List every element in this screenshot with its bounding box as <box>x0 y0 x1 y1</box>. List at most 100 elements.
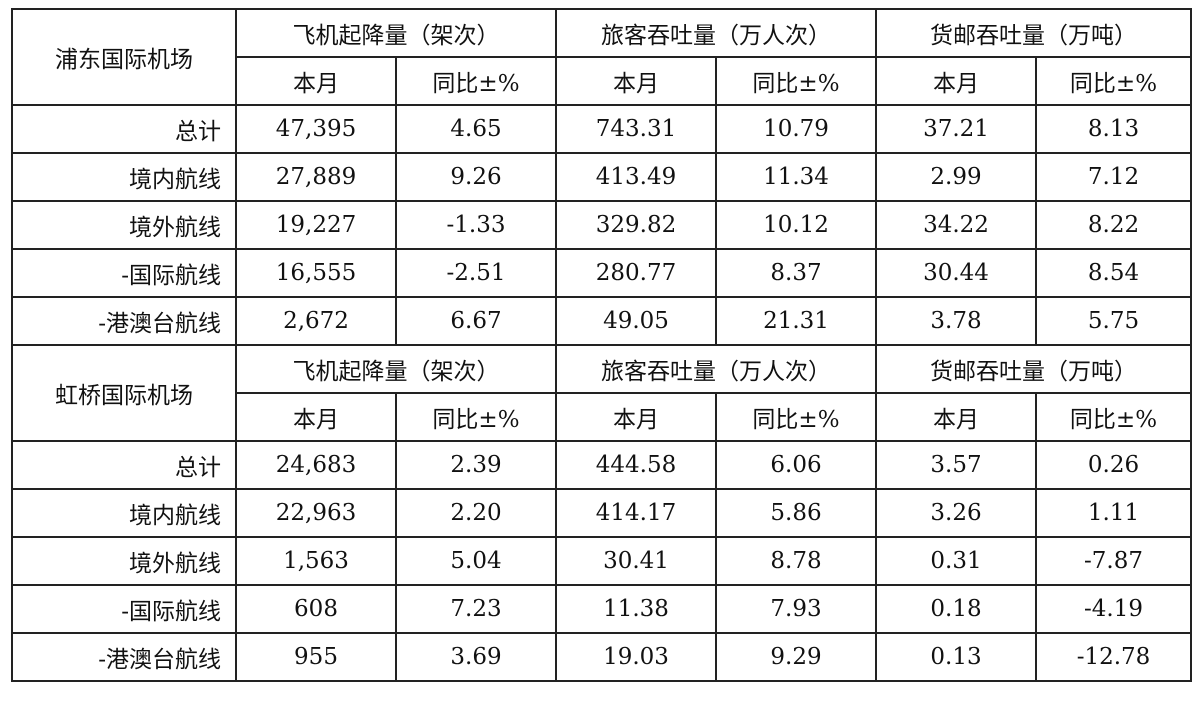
table-cell: 0.26 <box>1035 440 1192 490</box>
row-label: 境外航线 <box>11 536 237 586</box>
group-header: 旅客吞吐量（万人次） <box>555 344 877 394</box>
table-row: -港澳台航线 2,672 6.67 49.05 21.31 3.78 5.75 <box>11 296 1192 346</box>
table-cell: 37.21 <box>875 104 1037 154</box>
row-label: 境内航线 <box>11 152 237 202</box>
table-cell: -1.33 <box>395 200 557 250</box>
table-cell: 19.03 <box>555 632 717 682</box>
airport-name: 浦东国际机场 <box>11 8 237 106</box>
table-cell: 413.49 <box>555 152 717 202</box>
row-label: 总计 <box>11 104 237 154</box>
table-cell: 7.12 <box>1035 152 1192 202</box>
table-cell: 22,963 <box>235 488 397 538</box>
table-cell: 8.13 <box>1035 104 1192 154</box>
group-header: 货邮吞吐量（万吨） <box>875 8 1192 58</box>
table-cell: 7.93 <box>715 584 877 634</box>
table-cell: 1,563 <box>235 536 397 586</box>
group-header: 货邮吞吐量（万吨） <box>875 344 1192 394</box>
table-cell: 743.31 <box>555 104 717 154</box>
row-label: 总计 <box>11 440 237 490</box>
table-cell: 2.20 <box>395 488 557 538</box>
row-label: -港澳台航线 <box>11 296 237 346</box>
table-cell: -2.51 <box>395 248 557 298</box>
table-cell: 3.69 <box>395 632 557 682</box>
sub-header: 同比±% <box>1035 392 1192 442</box>
row-label: -国际航线 <box>11 248 237 298</box>
table-cell: 2.39 <box>395 440 557 490</box>
group-header: 旅客吞吐量（万人次） <box>555 8 877 58</box>
table-row: 总计 24,683 2.39 444.58 6.06 3.57 0.26 <box>11 440 1192 490</box>
table-cell: 7.23 <box>395 584 557 634</box>
sub-header-row: 本月 同比±% 本月 同比±% 本月 同比±% <box>12 392 1192 442</box>
table-cell: 24,683 <box>235 440 397 490</box>
sub-header: 本月 <box>235 56 397 106</box>
sub-header: 本月 <box>555 56 717 106</box>
table-cell: 10.12 <box>715 200 877 250</box>
table-cell: 5.86 <box>715 488 877 538</box>
table-cell: 4.65 <box>395 104 557 154</box>
table-cell: 11.34 <box>715 152 877 202</box>
table-cell: 3.57 <box>875 440 1037 490</box>
sub-header: 同比±% <box>1035 56 1192 106</box>
table-cell: 5.75 <box>1035 296 1192 346</box>
table-row: -港澳台航线 955 3.69 19.03 9.29 0.13 -12.78 <box>11 632 1192 682</box>
table-cell: 608 <box>235 584 397 634</box>
sub-header-row: 本月 同比±% 本月 同比±% 本月 同比±% <box>12 56 1192 106</box>
table-row: 总计 47,395 4.65 743.31 10.79 37.21 8.13 <box>11 104 1192 154</box>
group-header: 飞机起降量（架次） <box>235 8 557 58</box>
table-cell: 0.18 <box>875 584 1037 634</box>
table-cell: 19,227 <box>235 200 397 250</box>
table-cell: 30.41 <box>555 536 717 586</box>
table-row: -国际航线 16,555 -2.51 280.77 8.37 30.44 8.54 <box>11 248 1192 298</box>
table-row: -国际航线 608 7.23 11.38 7.93 0.18 -4.19 <box>11 584 1192 634</box>
table-cell: 414.17 <box>555 488 717 538</box>
sub-header: 同比±% <box>715 56 877 106</box>
table-cell: 9.26 <box>395 152 557 202</box>
sub-header: 同比±% <box>715 392 877 442</box>
row-label: 境外航线 <box>11 200 237 250</box>
table-cell: 34.22 <box>875 200 1037 250</box>
sub-header: 本月 <box>875 56 1037 106</box>
row-label: 境内航线 <box>11 488 237 538</box>
table-cell: 47,395 <box>235 104 397 154</box>
table-cell: 8.78 <box>715 536 877 586</box>
table-cell: 10.79 <box>715 104 877 154</box>
table-cell: 21.31 <box>715 296 877 346</box>
table-row: 境外航线 19,227 -1.33 329.82 10.12 34.22 8.22 <box>11 200 1192 250</box>
table-cell: 5.04 <box>395 536 557 586</box>
sub-header: 同比±% <box>395 56 557 106</box>
table-cell: 3.78 <box>875 296 1037 346</box>
table-cell: 2,672 <box>235 296 397 346</box>
sub-header: 同比±% <box>395 392 557 442</box>
row-label: -港澳台航线 <box>11 632 237 682</box>
table-cell: 11.38 <box>555 584 717 634</box>
table-cell: 329.82 <box>555 200 717 250</box>
table-cell: -12.78 <box>1035 632 1192 682</box>
table-cell: 280.77 <box>555 248 717 298</box>
table-cell: 8.22 <box>1035 200 1192 250</box>
table-row: 境内航线 22,963 2.20 414.17 5.86 3.26 1.11 <box>11 488 1192 538</box>
table-cell: 9.29 <box>715 632 877 682</box>
airport-name: 虹桥国际机场 <box>11 344 237 442</box>
table-cell: 27,889 <box>235 152 397 202</box>
table-cell: -7.87 <box>1035 536 1192 586</box>
table-cell: 6.06 <box>715 440 877 490</box>
group-header-row: 虹桥国际机场 飞机起降量（架次） 旅客吞吐量（万人次） 货邮吞吐量（万吨） <box>11 344 1192 442</box>
group-header: 飞机起降量（架次） <box>235 344 557 394</box>
table-cell: 0.31 <box>875 536 1037 586</box>
table-cell: 2.99 <box>875 152 1037 202</box>
table-row: 境外航线 1,563 5.04 30.41 8.78 0.31 -7.87 <box>11 536 1192 586</box>
table-cell: 8.37 <box>715 248 877 298</box>
table-cell: 3.26 <box>875 488 1037 538</box>
table-cell: 444.58 <box>555 440 717 490</box>
table-cell: 0.13 <box>875 632 1037 682</box>
table-cell: 30.44 <box>875 248 1037 298</box>
sub-header: 本月 <box>235 392 397 442</box>
table-cell: -4.19 <box>1035 584 1192 634</box>
table-cell: 6.67 <box>395 296 557 346</box>
sub-header: 本月 <box>555 392 717 442</box>
table-cell: 8.54 <box>1035 248 1192 298</box>
table-cell: 955 <box>235 632 397 682</box>
table-cell: 1.11 <box>1035 488 1192 538</box>
row-label: -国际航线 <box>11 584 237 634</box>
table-row: 境内航线 27,889 9.26 413.49 11.34 2.99 7.12 <box>11 152 1192 202</box>
